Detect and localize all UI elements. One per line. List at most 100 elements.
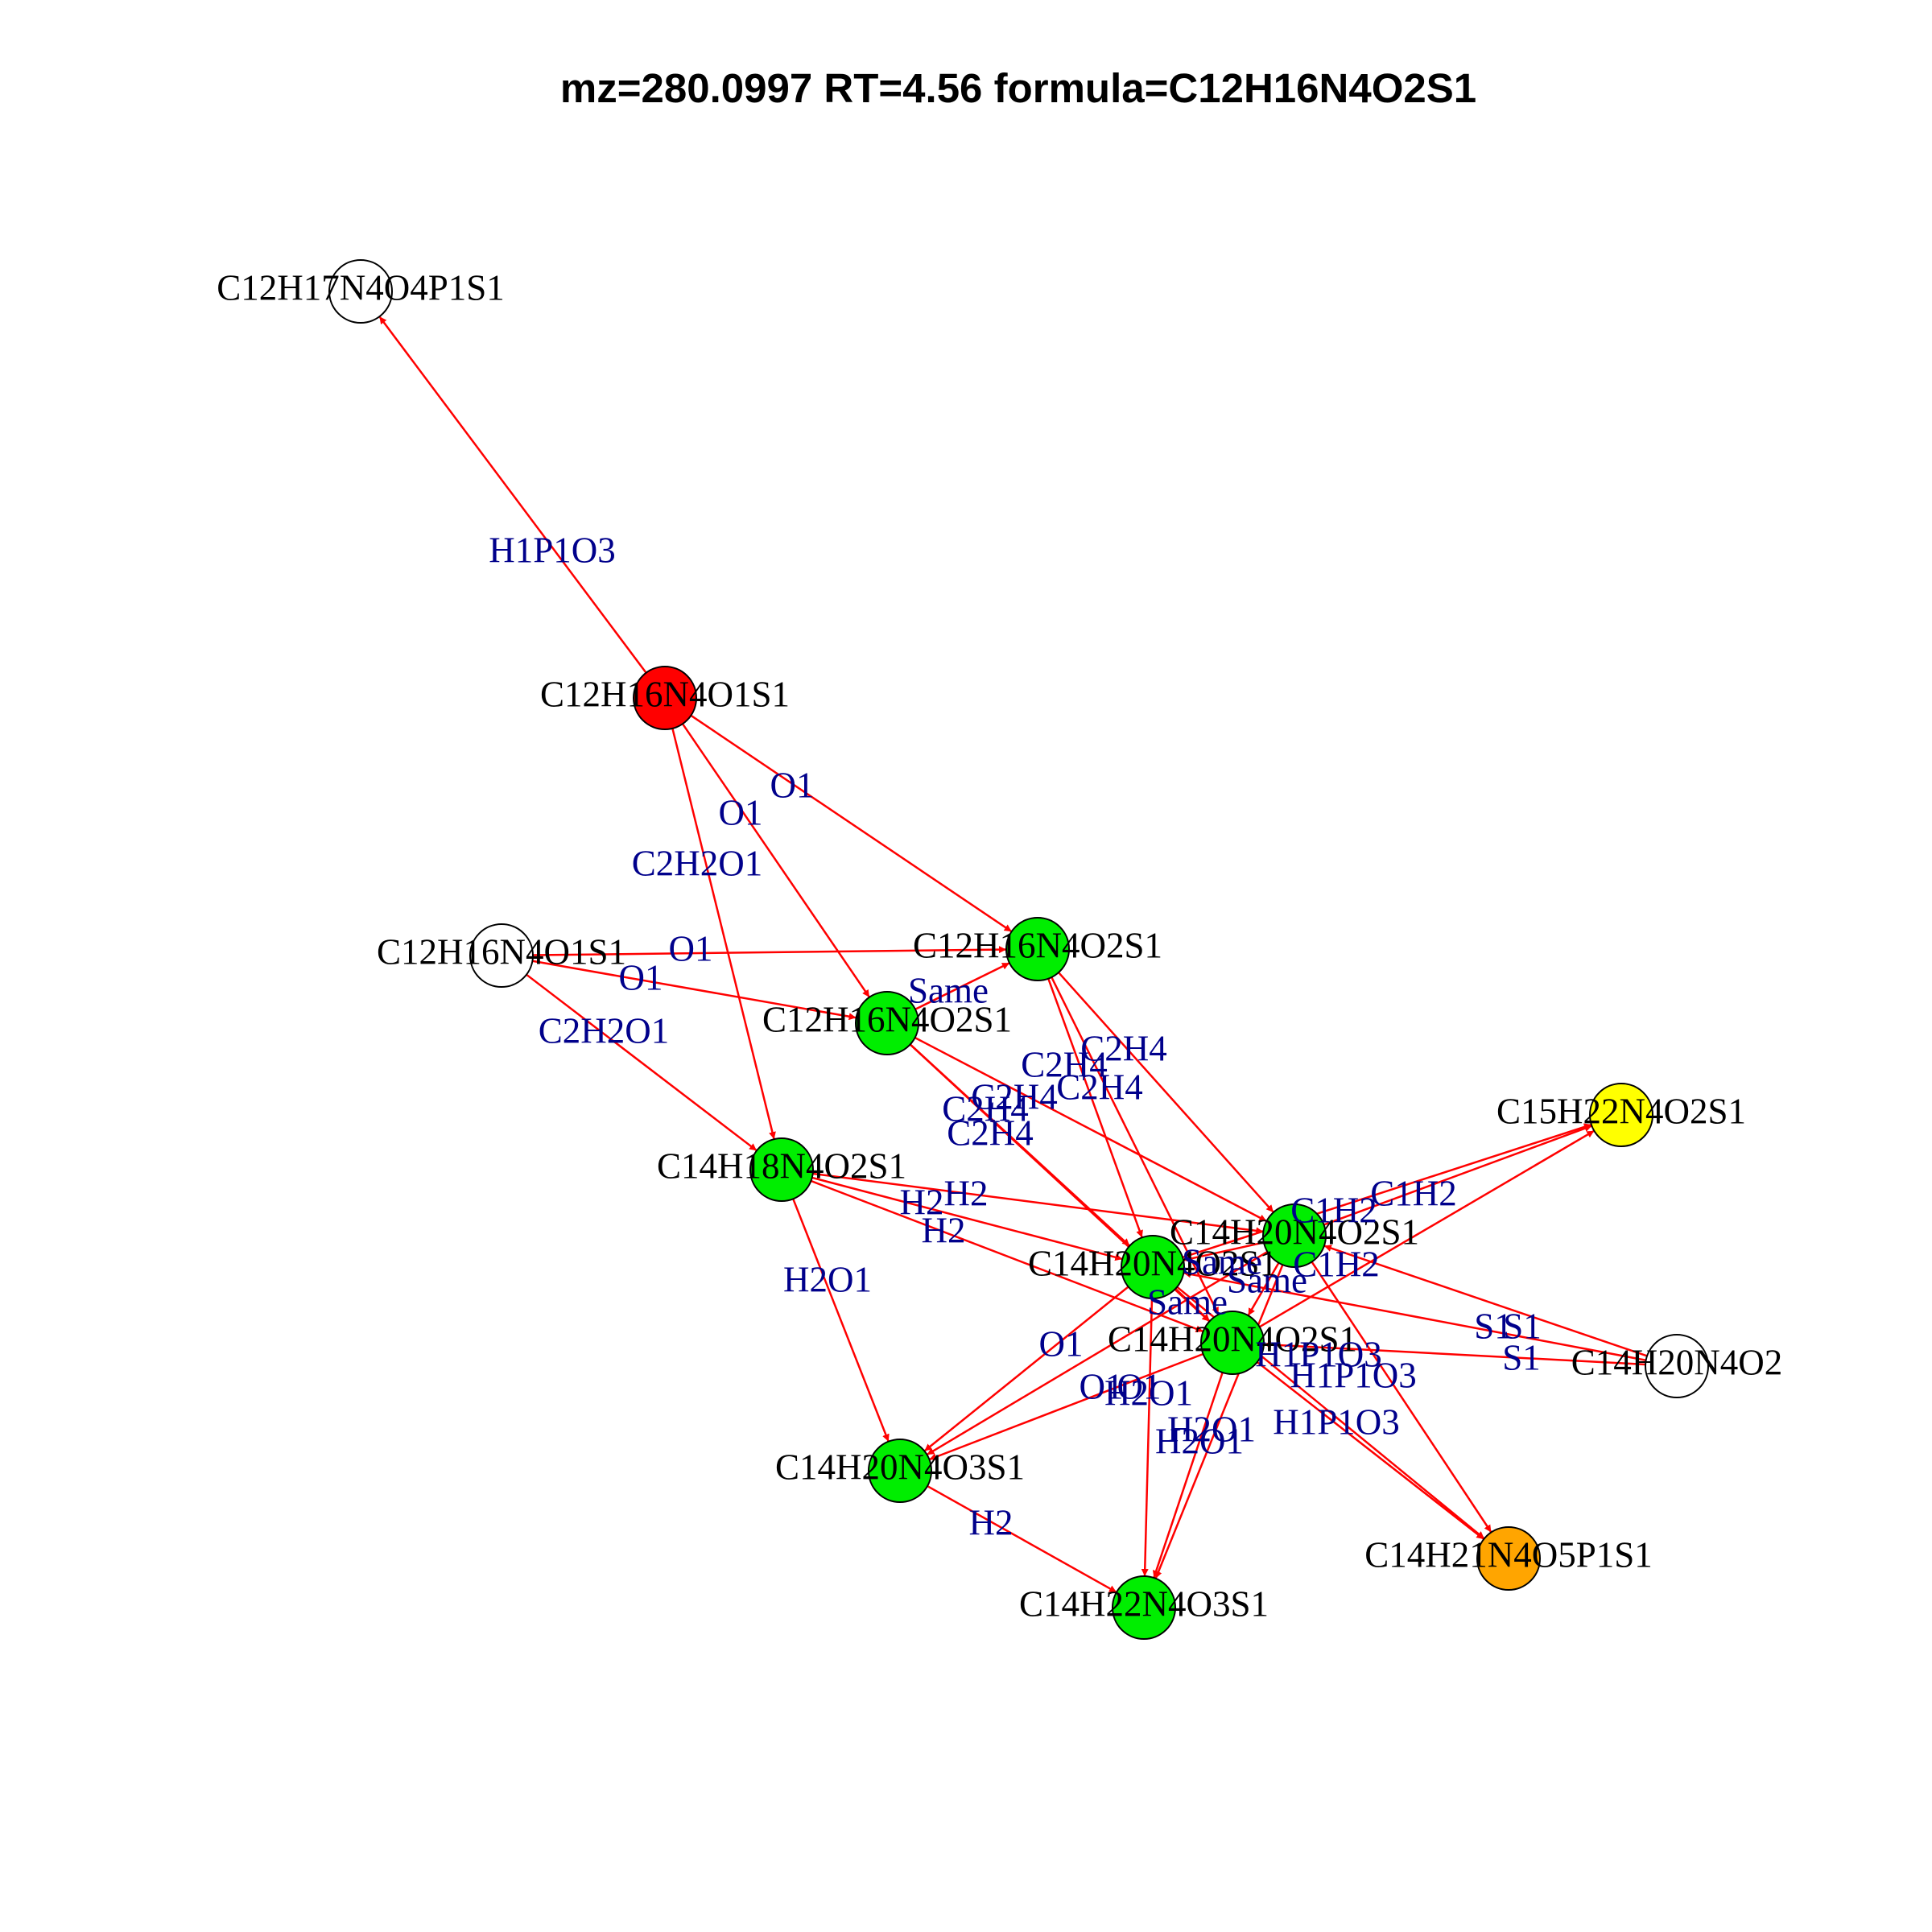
node-label: C12H16N4O1S1 <box>540 674 790 714</box>
edge-label: O1 <box>669 928 713 968</box>
node-label: C14H20N4O2 <box>1571 1342 1783 1382</box>
edge-n_wl-n_g2 <box>532 960 857 1021</box>
edge-label: H2 <box>969 1502 1013 1542</box>
node-n_g5 <box>1121 1235 1185 1299</box>
edge-label: Same <box>1182 1241 1262 1282</box>
node-n_g7 <box>868 1439 932 1503</box>
edge-label: C1H2 <box>1290 1190 1377 1230</box>
edge-n_wl-n_g3 <box>526 973 758 1152</box>
edge-n_g4-n_ora <box>1311 1261 1492 1534</box>
node-label-layer: C12H17N4O4P1S1 C12H16N4O1S1 C12H16N4O1S1 C1… <box>217 267 1782 1624</box>
node-label: C12H16N4O2S1 <box>913 925 1162 965</box>
node-n_g8 <box>1112 1575 1176 1640</box>
node-label: C15H22N4O2S1 <box>1496 1091 1746 1131</box>
edge-label: Same <box>908 970 989 1010</box>
edge-n_g4-n_g7 <box>926 1250 1269 1456</box>
edge-n_g6-n_ora <box>1256 1361 1485 1540</box>
edge-n_g3-n_g7 <box>792 1198 890 1443</box>
edge-n_g5-n_yel <box>1182 1123 1592 1259</box>
edge-n_g1-n_g5 <box>1047 978 1143 1238</box>
edge-n_g7-n_g8 <box>927 1484 1117 1594</box>
node-n_g2 <box>855 991 919 1055</box>
node-n_g4 <box>1262 1203 1327 1268</box>
edge-n_g4-n_yel <box>1323 1125 1592 1226</box>
node-label: C14H21N4O5P1S1 <box>1364 1534 1653 1575</box>
edge-n_red-n_g1 <box>690 714 1013 933</box>
edge-n_red-n_pup <box>378 316 647 674</box>
edge-n_wl-n_g1 <box>532 946 1007 956</box>
node-n_wr <box>1645 1334 1709 1398</box>
edge-n_g6-n_yel <box>1259 1129 1595 1328</box>
edge-label: O1 <box>1080 1366 1124 1406</box>
edge-label: H2 <box>900 1182 944 1222</box>
edge-label: H2O1 <box>1155 1421 1244 1461</box>
edge-n_red-n_g3 <box>671 728 776 1140</box>
edge-n_wr-n_g5 <box>1183 1270 1646 1361</box>
node-layer <box>328 259 1709 1640</box>
edge-n_g4-n_g5 <box>1183 1241 1265 1263</box>
node-label: C14H20N4O3S1 <box>775 1447 1025 1487</box>
edge-n_g4-n_g6 <box>1247 1262 1280 1316</box>
edge-label: C2H4 <box>1021 1044 1108 1084</box>
edge-label: H1P1O3 <box>1273 1402 1400 1442</box>
node-n_g6 <box>1200 1311 1265 1375</box>
edge-n_g5-n_g7 <box>923 1286 1129 1452</box>
edge-label: H2O1 <box>1104 1373 1193 1413</box>
edge-label: C2H4 <box>1056 1067 1143 1107</box>
node-n_ora <box>1476 1526 1541 1591</box>
edge-label: C1H2 <box>1293 1244 1380 1284</box>
edge-label: O1 <box>1117 1366 1162 1406</box>
edge-n_wr-n_g4 <box>1323 1245 1648 1357</box>
node-label: C14H20N4O2S1 <box>1170 1212 1419 1252</box>
chart-title: mz=280.0997 RT=4.56 formula=C12H16N4O2S1 <box>560 65 1476 111</box>
node-label: C12H16N4O1S1 <box>377 931 626 972</box>
edge-label: C2H4 <box>947 1113 1034 1153</box>
node-label: C14H22N4O3S1 <box>1019 1583 1269 1624</box>
edge-label: Same <box>1227 1260 1307 1300</box>
edge-label: H2O1 <box>1167 1409 1256 1449</box>
edge-label: H1P1O3 <box>1255 1334 1382 1374</box>
edge-label: H1P1O3 <box>1290 1355 1417 1395</box>
edge-label: C2H2O1 <box>632 843 763 883</box>
edge-label: C2H4 <box>942 1088 1029 1129</box>
edge-label: O1 <box>719 792 763 832</box>
node-n_pup <box>328 259 393 324</box>
edge-label: C2H4 <box>971 1076 1058 1117</box>
edge-label: O1 <box>770 765 815 805</box>
edge-n_g1-n_g4 <box>1058 972 1274 1213</box>
edge-n_g6-n_g7 <box>928 1352 1204 1461</box>
edge-n_g6-n_g8 <box>1152 1372 1224 1579</box>
edge-label: C1H2 <box>1370 1173 1457 1213</box>
node-n_yel <box>1589 1083 1653 1147</box>
edge-label: O1 <box>1039 1323 1084 1364</box>
edge-label: H1P1O3 <box>489 530 616 570</box>
node-n_red <box>633 666 697 730</box>
edge-n_g3-n_g6 <box>810 1179 1204 1333</box>
edge-label: H2O1 <box>783 1259 872 1299</box>
node-label: C14H18N4O2S1 <box>657 1146 906 1186</box>
edge-label: H2 <box>922 1210 966 1250</box>
node-label: C12H17N4O4P1S1 <box>217 267 505 308</box>
node-label: C14H20N4O2S1 <box>1028 1243 1278 1283</box>
edge-n_g4-n_g8 <box>1154 1264 1284 1579</box>
edge-n_g3-n_g4 <box>812 1172 1264 1235</box>
edge-label: Same <box>1147 1282 1228 1322</box>
node-n_g1 <box>1005 917 1070 981</box>
edge-label-layer: H1P1O3O1O1C2H2O1O1O1C2H2O1SameC2H4C2H4C2… <box>489 530 1542 1542</box>
edge-n_g3-n_g5 <box>811 1176 1123 1261</box>
edge-label: S1 <box>1502 1337 1541 1377</box>
node-n_wl <box>469 923 534 988</box>
edge-label: C2H2O1 <box>539 1010 670 1051</box>
edge-label: S1 <box>1474 1306 1513 1346</box>
edge-n_g2-n_g1 <box>914 962 1010 1010</box>
edge-n_wr-n_g6 <box>1263 1341 1646 1366</box>
edge-n_g5-n_g8 <box>1141 1298 1154 1577</box>
edge-n_g5-n_g6 <box>1174 1287 1211 1323</box>
node-n_g3 <box>749 1137 814 1202</box>
node-label: C12H16N4O2S1 <box>762 999 1012 1039</box>
edge-label: S1 <box>1503 1306 1542 1346</box>
edge-label: O1 <box>619 957 663 997</box>
node-label: C14H20N4O2S1 <box>1108 1319 1357 1359</box>
edge-n_g2-n_g4 <box>914 1036 1268 1223</box>
